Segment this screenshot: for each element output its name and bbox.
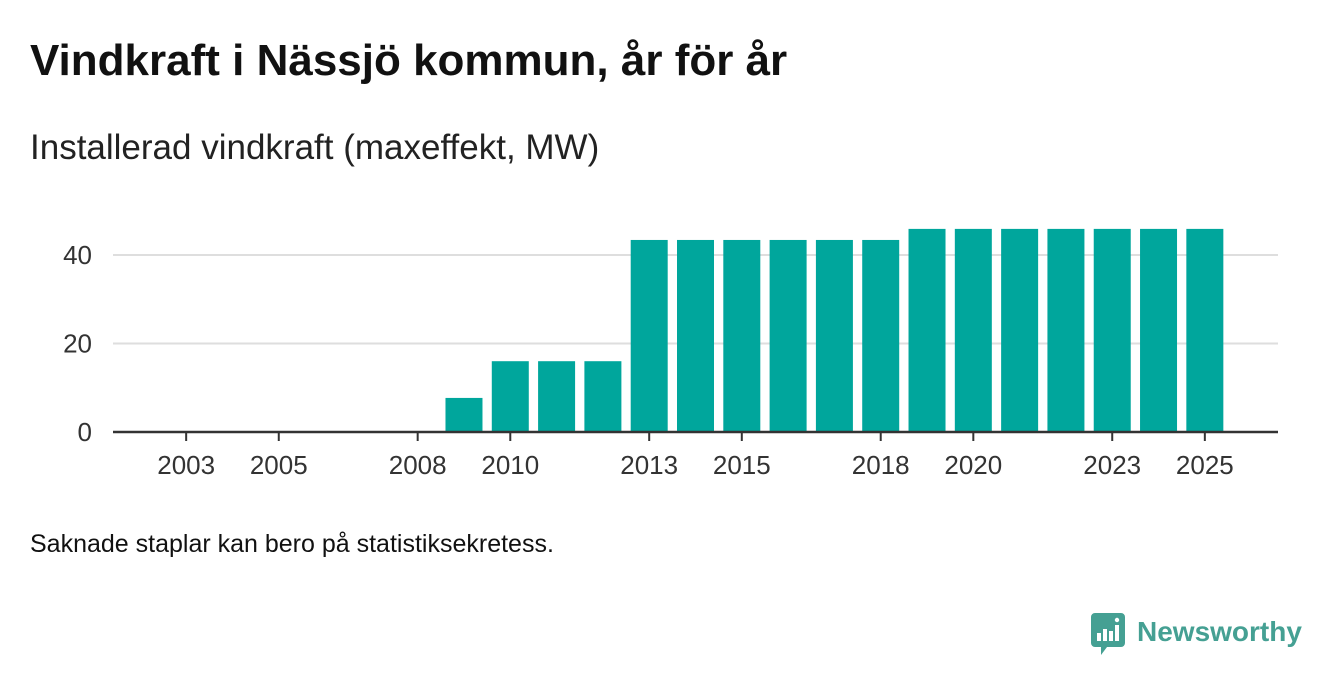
bar-2017 (815, 239, 853, 432)
bar-2012 (584, 361, 622, 432)
bar-2020 (954, 228, 992, 432)
y-axis-labels: 0 20 40 (63, 240, 92, 447)
x-tick-label: 2003 (157, 450, 215, 480)
bar-2021 (1001, 228, 1039, 432)
x-tick-label: 2005 (250, 450, 308, 480)
x-tick-label: 2020 (944, 450, 1002, 480)
bar-2009 (445, 397, 483, 432)
y-tick-label: 40 (63, 240, 92, 270)
x-tick-label: 2015 (713, 450, 771, 480)
x-tick-label: 2008 (389, 450, 447, 480)
bar-2025 (1186, 228, 1224, 432)
bars (445, 228, 1224, 432)
bar-2014 (677, 239, 714, 432)
newsworthy-logo: Newsworthy (1090, 612, 1310, 658)
chart-subtitle: Installerad vindkraft (maxeffekt, MW) (30, 128, 600, 167)
x-tick-label: 2018 (852, 450, 910, 480)
newsworthy-chart-bubble-icon (1091, 613, 1125, 655)
footnote: Saknade staplar kan bero på statistiksek… (30, 530, 554, 558)
x-axis: 2003 2005 2008 2010 2013 2015 2018 2020 2023 2025 (113, 430, 1278, 480)
x-tick-label: 2023 (1083, 450, 1141, 480)
newsworthy-logo-text: Newsworthy (1137, 616, 1302, 647)
y-tick-label: 0 (78, 417, 92, 447)
x-tick-label: 2013 (620, 450, 678, 480)
x-tick-label: 2010 (481, 450, 539, 480)
bar-2018 (862, 239, 900, 432)
bar-2015 (723, 239, 761, 432)
y-tick-label: 20 (63, 329, 92, 359)
bar-2024 (1140, 228, 1178, 432)
chart-title: Vindkraft i Nässjö kommun, år för år (30, 36, 788, 85)
bar-2016 (769, 239, 807, 432)
bar-2011 (538, 361, 576, 432)
bar-2019 (908, 228, 946, 432)
bar-2023 (1093, 228, 1131, 432)
x-tick-label: 2025 (1176, 450, 1234, 480)
bar-2022 (1047, 228, 1085, 432)
bar-2013 (630, 239, 668, 432)
bar-2010 (491, 361, 529, 432)
